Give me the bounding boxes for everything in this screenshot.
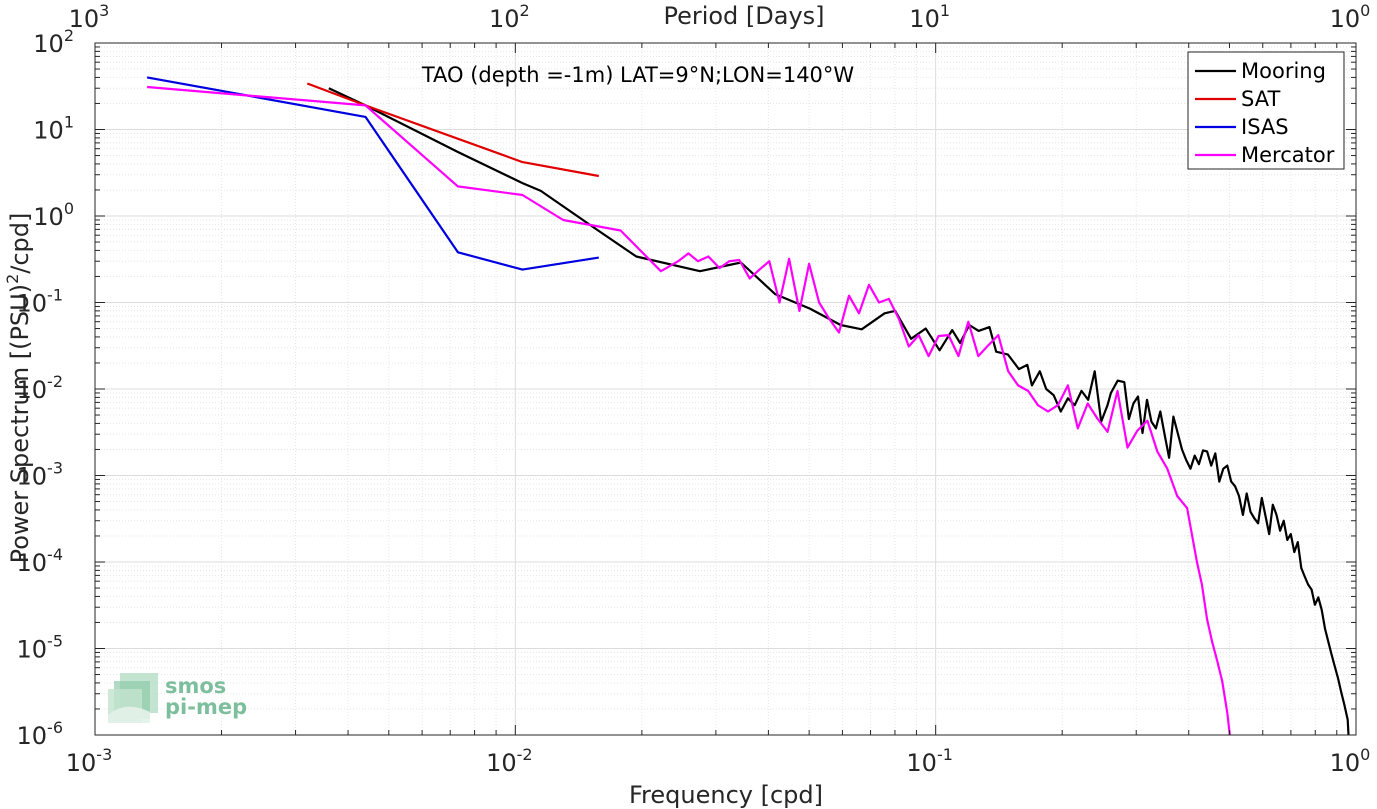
legend-label-sat: SAT — [1241, 87, 1280, 111]
y-tick-label-exponent: 0 — [64, 199, 74, 218]
series-line-sat — [306, 82, 599, 178]
x-tick-label-exponent: -1 — [937, 745, 953, 764]
y-tick-label-base: 10 — [17, 290, 48, 318]
y-axis-label: Power Spectrum [(PSU)2/cpd] — [3, 213, 34, 564]
top-tick-label-base: 10 — [69, 5, 100, 33]
y-axis-label-main: Power Spectrum [(PSU) — [6, 284, 34, 563]
y-tick-label-exponent: -1 — [47, 286, 63, 305]
series-line-mercator — [147, 85, 1231, 736]
y-tick-label: 101 — [33, 113, 74, 145]
tick-marks — [94, 42, 1357, 736]
y-tick-label: 10-5 — [17, 632, 64, 664]
top-tick-label: 103 — [69, 1, 110, 33]
y-tick-label-exponent: -3 — [47, 459, 63, 478]
top-tick-label-base: 10 — [1330, 5, 1361, 33]
y-tick-label-base: 10 — [17, 463, 48, 491]
y-tick-label: 10-3 — [17, 459, 64, 491]
y-tick-label-exponent: -4 — [47, 545, 63, 564]
top-tick-label: 100 — [1330, 1, 1371, 33]
x-tick-label-base: 10 — [66, 749, 97, 777]
x-tick-label-base: 10 — [486, 749, 517, 777]
y-tick-label-exponent: -6 — [47, 718, 63, 737]
x-tick-label-exponent: -3 — [96, 745, 112, 764]
x-tick-label-exponent: 0 — [1360, 745, 1370, 764]
y-tick-label-base: 10 — [17, 636, 48, 664]
y-tick-label-base: 10 — [33, 117, 64, 145]
top-tick-label-base: 10 — [489, 5, 520, 33]
top-tick-label-exponent: 3 — [99, 1, 109, 20]
top-tick-label-exponent: 0 — [1360, 1, 1370, 20]
x-tick-label: 10-2 — [486, 745, 533, 777]
y-tick-label: 102 — [33, 26, 74, 58]
x-tick-label-base: 10 — [906, 749, 937, 777]
x-axis-label: Frequency [cpd] — [629, 781, 823, 809]
y-tick-label-base: 10 — [17, 549, 48, 577]
y-tick-label: 10-4 — [17, 545, 64, 577]
y-tick-label-base: 10 — [33, 203, 64, 231]
legend: Mooring SAT ISAS Mercator — [1187, 51, 1345, 170]
top-tick-label-exponent: 1 — [940, 1, 950, 20]
x-tick-label: 10-3 — [66, 745, 113, 777]
y-tick-label-base: 10 — [17, 376, 48, 404]
y-tick-label: 100 — [33, 199, 74, 231]
top-tick-label-base: 10 — [909, 5, 940, 33]
logo-text-pimep: pi-mep — [165, 695, 247, 719]
y-tick-label: 10-1 — [17, 286, 64, 318]
top-axis-label: Period [Days] — [663, 2, 824, 30]
y-axis-label-sup: 2 — [3, 274, 22, 284]
y-tick-label-exponent: -2 — [47, 372, 63, 391]
legend-label-mercator: Mercator — [1241, 143, 1335, 167]
top-tick-label: 102 — [489, 1, 530, 33]
y-tick-label-exponent: -5 — [47, 632, 63, 651]
series-line-isas — [146, 76, 599, 271]
y-tick-label-exponent: 1 — [64, 113, 74, 132]
x-tick-label-exponent: -2 — [517, 745, 533, 764]
series-layer — [146, 76, 1350, 736]
y-tick-label-base: 10 — [33, 30, 64, 58]
x-tick-labels: 10-3 10-2 10-1 100 — [66, 745, 1371, 777]
y-tick-label-exponent: 2 — [64, 26, 74, 45]
logo-text-smos: smos — [165, 674, 226, 698]
x-tick-label: 100 — [1330, 745, 1371, 777]
smos-pimep-logo: smos pi-mep — [108, 673, 247, 723]
top-tick-label: 101 — [909, 1, 950, 33]
y-tick-label: 10-2 — [17, 372, 64, 404]
x-tick-label-base: 10 — [1330, 749, 1361, 777]
legend-label-isas: ISAS — [1241, 115, 1289, 139]
logo-mark — [108, 673, 158, 723]
y-tick-label-base: 10 — [17, 722, 48, 750]
x-tick-label: 10-1 — [906, 745, 953, 777]
y-tick-label: 10-6 — [17, 718, 64, 750]
top-tick-label-exponent: 2 — [520, 1, 530, 20]
chart-title: TAO (depth =-1m) LAT=9°N;LON=140°W — [421, 63, 855, 87]
y-axis-label-tail: /cpd] — [6, 213, 34, 274]
legend-label-mooring: Mooring — [1241, 59, 1326, 83]
top-tick-labels: 103 102 101 100 — [69, 1, 1371, 33]
